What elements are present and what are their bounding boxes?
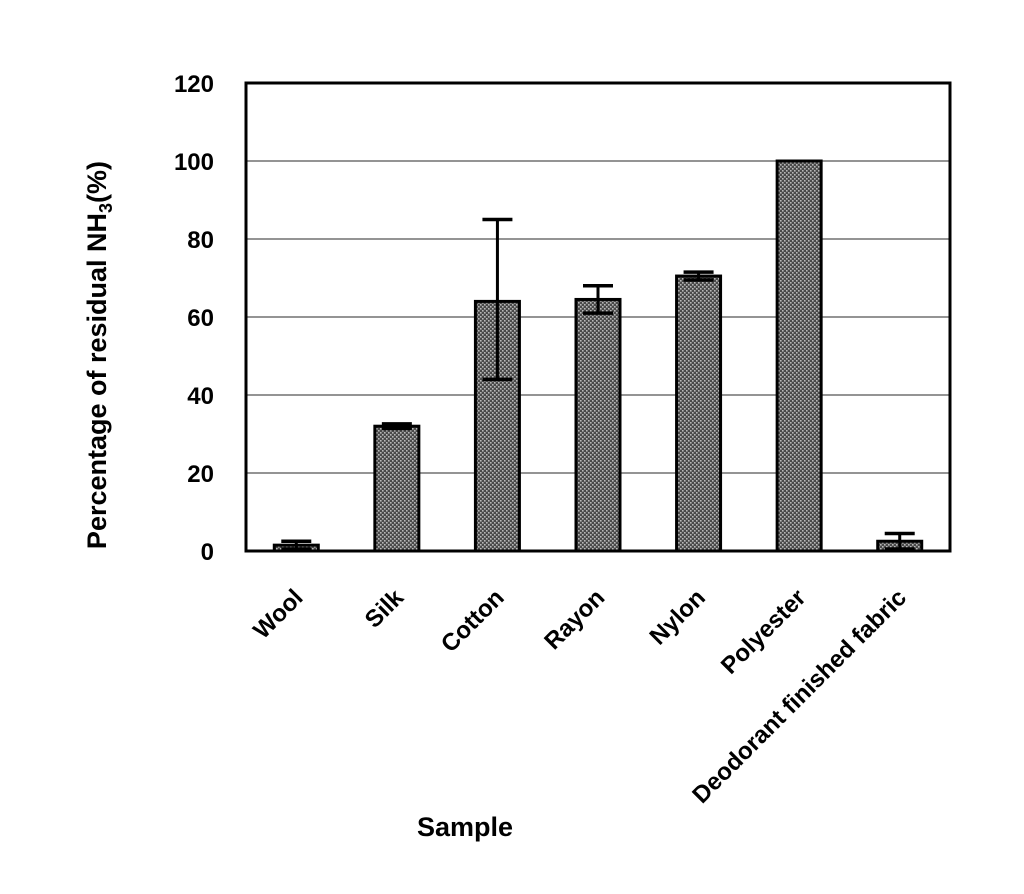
x-tick-label: Nylon: [645, 584, 711, 650]
y-tick-labels: 0 20 40 60 80 100 120: [174, 71, 214, 566]
error-bars: [281, 217, 915, 551]
x-tick-label: Polyester: [716, 584, 812, 680]
x-tick-label: Cotton: [436, 584, 510, 658]
x-tick-label: Deodorant finished fabric: [687, 584, 912, 809]
x-tick-label: Wool: [248, 584, 308, 644]
x-tick-label: Silk: [360, 584, 410, 634]
y-tick-label: 40: [187, 383, 214, 410]
y-tick-label: 120: [174, 71, 214, 98]
bar-nylon: [675, 274, 723, 553]
bars: [272, 159, 924, 553]
bar-polyester: [775, 159, 823, 553]
y-tick-label: 80: [187, 227, 214, 254]
y-axis-title: Percentage of residual NH3(%): [82, 161, 116, 549]
y-axis-title-main: Percentage of residual NH: [82, 213, 112, 549]
plot-frame: [244, 81, 952, 553]
bar-silk: [373, 424, 421, 553]
x-tick-label: Rayon: [539, 584, 610, 655]
y-tick-label: 0: [201, 539, 214, 566]
x-tick-labels: Wool Silk Cotton Rayon Nylon PolyesterDeodora…: [248, 584, 912, 809]
x-axis-title: Sample: [417, 812, 513, 842]
y-tick-label: 100: [174, 149, 214, 176]
y-tick-label: 60: [187, 305, 214, 332]
y-tick-label: 20: [187, 461, 214, 488]
y-axis-title-subscript: 3: [96, 203, 116, 213]
y-axis-title-unit: (%): [82, 161, 112, 203]
bar-rayon: [574, 297, 622, 553]
